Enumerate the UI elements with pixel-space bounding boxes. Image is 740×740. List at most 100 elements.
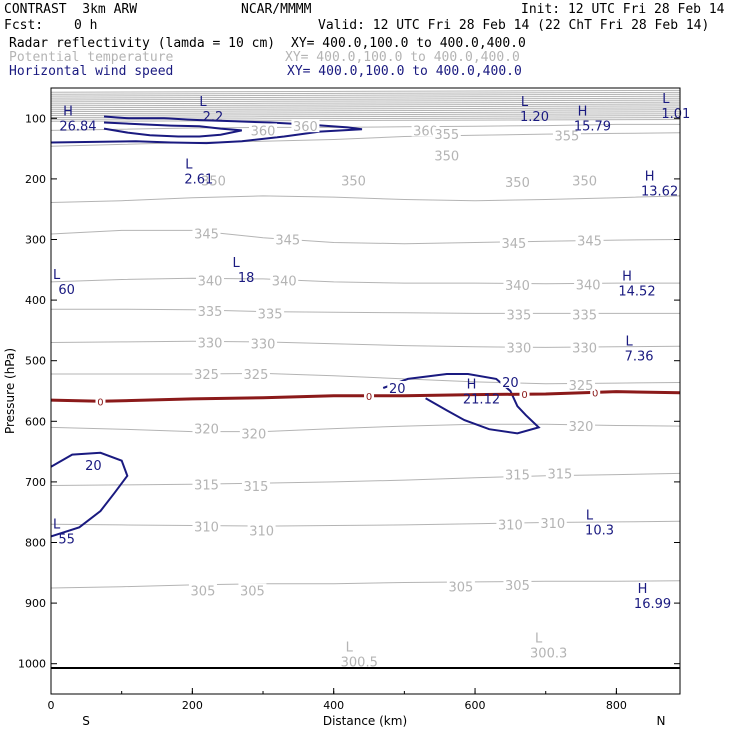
theta-label: 315 — [194, 478, 219, 493]
theta-label-bg — [247, 523, 276, 537]
x-tick-label: 0 — [48, 699, 55, 712]
theta-label: 325 — [569, 379, 594, 394]
extremum-value: 10.3 — [585, 523, 614, 538]
extremum-marker: L — [521, 95, 529, 110]
stratosphere-isentrope — [51, 115, 680, 118]
theta-label: 310 — [249, 524, 274, 539]
theta-label-bg — [241, 479, 270, 493]
extremum-marker: L — [625, 335, 633, 350]
theta-label-bg — [503, 577, 532, 591]
theta-label-bg — [249, 336, 278, 350]
theta-label-bg — [504, 340, 533, 354]
plot-frame — [50, 87, 681, 695]
field-xy-reflectivity: XY= 400.0,100.0 to 400.0,400.0 — [291, 36, 526, 51]
stratosphere-isentrope — [51, 119, 680, 122]
wind-label-bg — [387, 380, 408, 394]
extremum-value: 14.52 — [618, 285, 655, 300]
extremum-marker: H — [622, 270, 632, 285]
extremum-value: 18 — [238, 271, 255, 286]
theta-label-bg — [411, 123, 440, 137]
theta-label-bg — [192, 519, 221, 533]
header-fcst-label: Fcst: — [4, 18, 44, 33]
theta-label-bg — [192, 477, 221, 491]
extremum-value: 300.3 — [530, 646, 567, 661]
field-name-wind: Horizontal wind speed — [9, 64, 174, 79]
theta-label: 310 — [540, 517, 565, 532]
extremum-value: 21.12 — [463, 393, 500, 408]
theta-label-bg — [503, 467, 532, 481]
theta-label: 360 — [251, 124, 276, 139]
stratosphere-isentrope — [51, 95, 680, 99]
theta-label: 335 — [258, 307, 283, 322]
theta-label: 315 — [244, 480, 269, 495]
wind-label: 20 — [502, 376, 519, 391]
theta-label: 320 — [194, 423, 219, 438]
y-tick-label: 200 — [25, 173, 46, 186]
theta-label-bg — [273, 232, 302, 246]
theta-label-bg — [432, 127, 461, 141]
theta-label-bg — [199, 173, 228, 187]
y-tick-label: 900 — [25, 597, 46, 610]
theta-label: 360 — [413, 124, 438, 139]
freezing-level-label-bg — [95, 395, 106, 407]
theta-label: 340 — [576, 278, 601, 293]
theta-label: 345 — [194, 227, 219, 242]
y-tick-label: 700 — [25, 476, 46, 489]
theta-label-bg — [570, 340, 599, 354]
direction-right: N — [657, 714, 666, 728]
extremum-marker: L — [662, 92, 670, 107]
stratosphere-isentrope — [51, 97, 680, 101]
y-tick-label: 600 — [25, 415, 46, 428]
wind-label-bg — [500, 374, 521, 388]
theta-label: 320 — [241, 427, 266, 442]
theta-label: 345 — [502, 237, 527, 252]
field-name-reflectivity: Radar reflectivity (lamda = 10 cm) — [9, 36, 276, 51]
theta-label-bg — [575, 233, 604, 247]
y-tick-label: 800 — [25, 537, 46, 550]
theta-label: 350 — [572, 175, 597, 190]
stratosphere-isentrope — [51, 89, 680, 93]
freezing-level-label: 0 — [366, 392, 372, 403]
theta-label: 310 — [194, 521, 219, 536]
wind-label-bg — [83, 457, 104, 471]
extremum-marker: L — [535, 631, 543, 646]
theta-label-bg — [196, 304, 225, 318]
stratosphere-isentrope — [51, 113, 680, 116]
theta-label: 350 — [434, 149, 459, 164]
stratosphere-isentrope — [51, 103, 680, 107]
extremum-value: 300.5 — [341, 656, 378, 671]
header-center: NCAR/MMMM — [241, 2, 312, 17]
theta-label: 360 — [293, 120, 318, 135]
stratosphere-isentrope — [51, 99, 680, 103]
theta-label-bg — [188, 583, 217, 597]
wind-contour-20 — [51, 451, 129, 538]
theta-label: 305 — [448, 581, 473, 596]
theta-label: 330 — [198, 337, 223, 352]
theta-label-bg — [291, 119, 320, 133]
theta-label: 325 — [194, 368, 219, 383]
theta-label: 315 — [547, 467, 572, 482]
theta-contour-305 — [51, 580, 680, 589]
freezing-level-label: 0 — [521, 390, 527, 401]
theta-label-bg — [249, 123, 278, 137]
theta-label: 330 — [506, 341, 531, 356]
stratosphere-isentrope — [51, 101, 680, 105]
theta-label: 330 — [572, 341, 597, 356]
field-xy-theta: XY= 400.0,100.0 to 400.0,400.0 — [285, 50, 520, 65]
y-tick-label: 100 — [25, 112, 46, 125]
theta-label: 340 — [198, 275, 223, 290]
theta-label-bg — [241, 367, 270, 381]
theta-label-bg — [192, 226, 221, 240]
wind-label: 20 — [389, 382, 406, 397]
theta-label-bg — [192, 421, 221, 435]
y-tick-label: 400 — [25, 294, 46, 307]
extremum-marker: H — [63, 104, 73, 119]
extremum-marker: L — [233, 256, 241, 271]
theta-label: 340 — [272, 275, 297, 290]
header-valid: Valid: 12 UTC Fri 28 Feb 14 (22 ChT Fri … — [318, 18, 710, 33]
theta-label: 350 — [505, 176, 530, 191]
theta-label-bg — [545, 466, 574, 480]
direction-left: S — [82, 714, 90, 728]
extremum-marker: L — [185, 158, 193, 173]
field-name-theta: Potential temperature — [9, 50, 174, 65]
